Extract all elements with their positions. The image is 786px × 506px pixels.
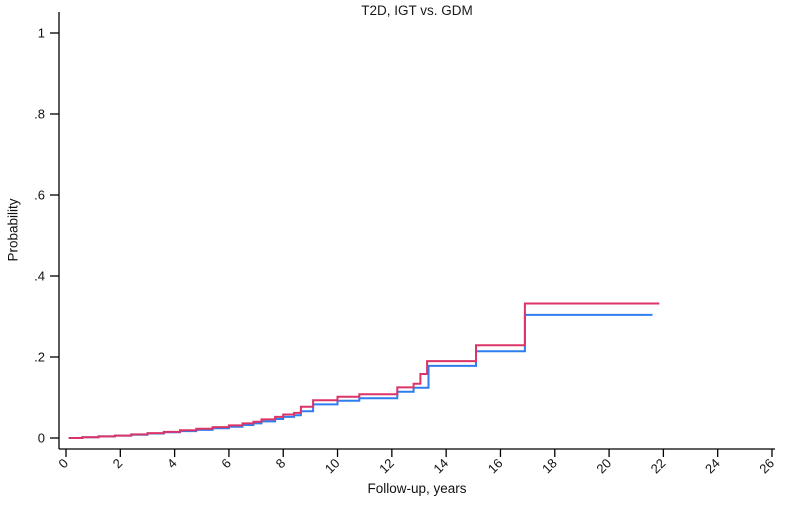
x-axis-label: Follow-up, years <box>367 481 467 496</box>
x-tick-label: 14 <box>430 456 451 477</box>
chart-title: T2D, IGT vs. GDM <box>361 3 473 18</box>
x-tick-label: 4 <box>164 456 180 472</box>
x-tick-label: 26 <box>756 456 777 477</box>
y-tick-label: .6 <box>34 188 45 203</box>
x-tick-label: 20 <box>593 456 614 477</box>
x-tick-label: 8 <box>273 456 289 472</box>
y-tick-label: .2 <box>34 350 45 365</box>
y-tick-label: 1 <box>38 26 45 41</box>
series-blue-curve <box>68 313 653 439</box>
x-tick-label: 6 <box>218 456 234 472</box>
y-axis-label: Probability <box>5 198 21 262</box>
y-tick-label: 0 <box>38 431 45 446</box>
y-tick-label: .4 <box>34 269 45 284</box>
x-tick-label: 18 <box>539 456 560 477</box>
series-red-curve <box>68 302 660 439</box>
x-tick-label: 0 <box>55 456 71 472</box>
x-tick-label: 2 <box>110 456 126 472</box>
x-tick-label: 22 <box>648 456 669 477</box>
x-tick-label: 16 <box>485 456 506 477</box>
x-tick-label: 24 <box>702 456 723 477</box>
x-tick-label: 10 <box>322 456 343 477</box>
y-tick-label: .8 <box>34 107 45 122</box>
x-tick-label: 12 <box>376 456 397 477</box>
